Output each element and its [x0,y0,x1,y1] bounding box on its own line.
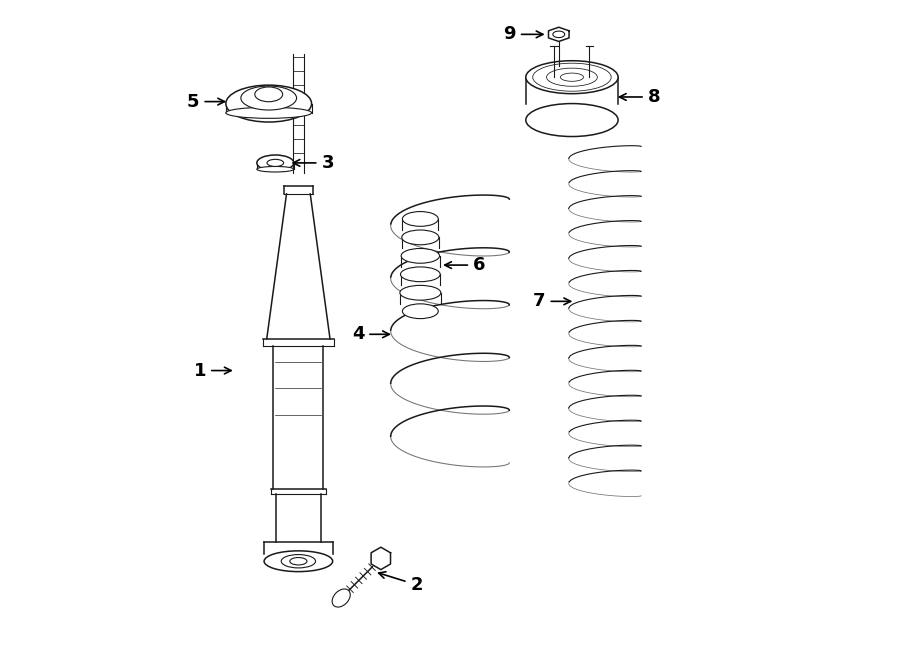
Ellipse shape [526,103,618,136]
Ellipse shape [401,230,439,245]
Text: 7: 7 [533,293,571,310]
Ellipse shape [267,160,284,166]
Text: 8: 8 [619,88,661,106]
Text: 6: 6 [445,256,486,274]
Ellipse shape [264,551,333,571]
Text: 3: 3 [293,154,334,172]
Text: 5: 5 [187,93,224,111]
Text: 9: 9 [503,25,543,43]
Ellipse shape [526,61,618,94]
Polygon shape [548,27,569,42]
Ellipse shape [402,212,438,226]
Ellipse shape [241,86,297,110]
Ellipse shape [400,267,440,282]
Text: 1: 1 [194,361,231,379]
Ellipse shape [256,155,293,171]
Text: 4: 4 [352,325,390,344]
Polygon shape [371,547,391,569]
Ellipse shape [401,248,439,263]
Ellipse shape [226,107,311,118]
Text: 2: 2 [379,572,423,594]
Ellipse shape [256,166,293,172]
Ellipse shape [400,285,441,300]
Ellipse shape [281,555,316,568]
Ellipse shape [226,85,311,122]
Ellipse shape [255,87,283,102]
Ellipse shape [402,304,438,318]
Ellipse shape [332,589,350,607]
